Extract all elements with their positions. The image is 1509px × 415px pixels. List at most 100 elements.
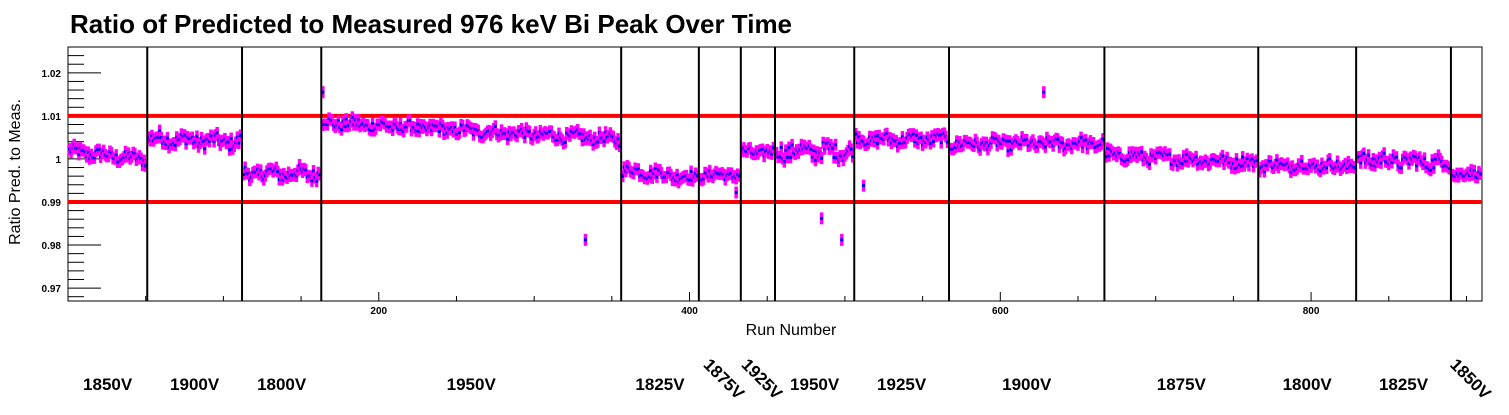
data-point	[1367, 153, 1371, 157]
data-point	[885, 132, 889, 136]
data-point	[1432, 166, 1436, 170]
data-point	[770, 152, 774, 156]
data-point	[228, 148, 232, 152]
data-point	[784, 148, 788, 152]
data-point	[1126, 158, 1130, 162]
data-point	[830, 146, 834, 150]
data-point	[1233, 167, 1237, 171]
data-point	[1413, 155, 1417, 159]
data-point	[1245, 157, 1249, 161]
voltage-label: 1825V	[635, 375, 685, 394]
data-point	[114, 153, 118, 157]
data-point	[416, 122, 420, 126]
data-point	[1101, 137, 1105, 141]
data-point	[984, 141, 988, 145]
y-axis-label: Ratio Pred. to Meas.	[7, 99, 24, 245]
data-point	[1185, 152, 1189, 156]
data-point	[417, 129, 421, 133]
data-point	[1399, 166, 1403, 170]
data-point	[493, 124, 497, 128]
data-point	[144, 164, 148, 168]
data-point	[1430, 158, 1434, 162]
x-axis-label: Run Number	[746, 322, 837, 339]
data-point	[276, 170, 280, 174]
data-point	[618, 144, 622, 148]
data-point	[344, 117, 348, 121]
data-point	[834, 143, 838, 147]
data-point	[866, 141, 870, 145]
data-point	[862, 184, 866, 188]
data-point	[579, 132, 583, 136]
data-point	[1345, 166, 1349, 170]
data-point	[913, 140, 917, 144]
data-point	[229, 137, 233, 141]
data-point	[583, 238, 587, 242]
data-point	[414, 129, 418, 133]
data-point	[563, 140, 567, 144]
data-point	[350, 115, 354, 119]
voltage-label: 1875V	[700, 355, 749, 404]
data-point	[702, 177, 706, 181]
data-point	[86, 150, 90, 154]
data-point	[812, 149, 816, 153]
data-point	[173, 143, 177, 147]
data-point	[470, 127, 474, 131]
data-point	[1379, 161, 1383, 165]
data-point	[1325, 166, 1329, 170]
data-point	[938, 133, 942, 137]
data-point	[649, 169, 653, 173]
data-point	[165, 136, 169, 140]
data-point	[242, 173, 246, 177]
data-point	[1183, 159, 1187, 163]
data-point	[1221, 154, 1225, 158]
data-point	[785, 155, 789, 159]
data-point	[1234, 157, 1238, 161]
data-point	[655, 175, 659, 179]
data-point	[688, 178, 692, 182]
data-point	[318, 173, 322, 177]
data-point	[237, 141, 241, 145]
data-point	[1147, 162, 1151, 166]
data-point	[259, 168, 263, 172]
data-point	[1056, 137, 1060, 141]
data-point	[1255, 158, 1259, 162]
data-point	[854, 132, 858, 136]
data-point	[789, 155, 793, 159]
data-point	[1241, 155, 1245, 159]
voltage-label: 1950V	[447, 375, 497, 394]
data-point	[636, 167, 640, 171]
data-point	[928, 142, 932, 146]
data-point	[1407, 162, 1411, 166]
voltage-label: 1800V	[1283, 375, 1333, 394]
data-point	[737, 174, 741, 178]
data-point	[310, 179, 314, 183]
data-point	[1359, 161, 1363, 165]
data-point	[939, 141, 943, 145]
data-point	[440, 124, 444, 128]
data-point	[1106, 146, 1110, 150]
data-point	[1019, 142, 1023, 146]
data-point	[1250, 157, 1254, 161]
data-point	[782, 160, 786, 164]
data-point	[602, 139, 606, 143]
data-point	[771, 146, 775, 150]
voltage-label: 1875V	[1157, 375, 1207, 394]
data-point	[371, 122, 375, 126]
data-point	[77, 152, 81, 156]
data-point	[453, 126, 457, 130]
voltage-label: 1925V	[877, 375, 927, 394]
data-point	[675, 173, 679, 177]
y-tick-label: 0.97	[42, 284, 62, 295]
data-point	[1300, 159, 1304, 163]
data-point	[183, 133, 187, 137]
data-point	[1362, 151, 1366, 155]
data-point	[647, 175, 651, 179]
data-point	[832, 156, 836, 160]
voltage-label: 1925V	[738, 355, 787, 404]
data-point	[304, 168, 308, 172]
data-point	[591, 143, 595, 147]
data-point	[734, 191, 738, 195]
x-tick-label: 200	[370, 306, 387, 317]
voltage-label: 1900V	[170, 375, 220, 394]
